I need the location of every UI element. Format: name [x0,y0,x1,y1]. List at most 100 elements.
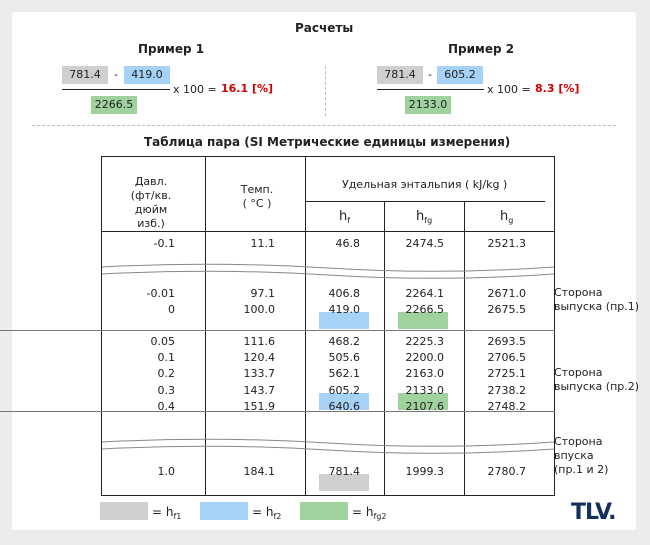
cell-hf: 505.6 [328,351,361,364]
highlight-hf2-ex1 [319,312,369,329]
header-hf: hf [339,209,351,225]
section-divider [32,125,616,126]
highlight-hf2-ex2 [319,393,369,410]
row-separator [0,330,555,331]
highlight-hfg-ex2 [398,393,448,410]
table-row: 0.2 133.7 562.1 2163.0 2725.1 [102,367,554,383]
cell-hg: 2675.5 [487,303,527,316]
legend-swatch-hfg2 [300,502,348,520]
table-row: 1.0 184.1 781.4 1999.3 2780.7 [102,465,554,481]
calculation-card: Расчеты Пример 1 781.4 - 419.0 2266.5 x … [0,12,640,530]
cell-pressure: 0.1 [157,351,176,364]
col-divider [384,201,385,495]
table-row: 0.05 111.6 468.2 2225.3 2693.5 [102,335,554,351]
cell-hf: 468.2 [328,335,361,348]
cell-temp: 97.1 [250,287,276,300]
cell-hg: 2725.1 [487,367,527,380]
example2-times: x 100 = [487,83,531,96]
example1-times: x 100 = [173,83,217,96]
steam-table: Давл. (фт/кв. дюйм изб.) Темп. ( °C ) Уд… [0,156,555,496]
cell-temp: 143.7 [243,384,276,397]
cell-pressure: 0.4 [157,400,176,413]
legend-label-hfg2: = hfg2 [352,505,387,521]
cell-hg: 2748.2 [487,400,527,413]
example1-hf2-box: 419.0 [124,66,170,84]
cell-hf: 562.1 [328,367,361,380]
cell-hf: 781.4 [328,465,361,478]
cell-pressure: 0.3 [157,384,176,397]
cell-hf: 605.2 [328,384,361,397]
page-title: Расчеты [295,21,354,35]
cell-hf: 46.8 [335,237,361,250]
cell-hg: 2738.2 [487,384,527,397]
col-divider [464,201,465,495]
example2-hfg-box: 2133.0 [405,96,451,114]
side-label-inlet: Сторона впуска (пр.1 и 2) [554,435,609,476]
col-divider [205,157,206,495]
cell-pressure: 0.2 [157,367,176,380]
highlight-hf1 [319,474,369,491]
header-hg: hg [500,209,514,225]
cell-hfg: 2133.0 [405,384,445,397]
example2-minus: - [428,68,432,81]
cell-temp: 184.1 [243,465,276,478]
example2-hf2-box: 605.2 [437,66,483,84]
cell-hfg: 2163.0 [405,367,445,380]
cell-hg: 2780.7 [487,465,527,478]
cell-hf: 406.8 [328,287,361,300]
cell-pressure: -0.01 [146,287,175,300]
tlv-logo: TLV. [571,500,617,525]
header-enthalpy: Удельная энтальпия ( kJ/kg ) [342,178,508,191]
cell-hfg: 2107.6 [405,400,445,413]
cell-temp: 133.7 [243,367,276,380]
cell-hg: 2706.5 [487,351,527,364]
cell-temp: 151.9 [243,400,276,413]
cell-temp: 100.0 [243,303,276,316]
table-break-wave [102,263,554,279]
highlight-hfg-ex1 [398,312,448,329]
cell-hf: 419.0 [328,303,361,316]
cell-temp: 120.4 [243,351,276,364]
cell-hfg: 1999.3 [405,465,445,478]
legend-swatch-hf2 [200,502,248,520]
example2-fraction-line [377,89,484,90]
row-separator [0,411,555,412]
cell-hg: 2693.5 [487,335,527,348]
table-row: 0 100.0 419.0 2266.5 2675.5 [102,303,554,319]
cell-pressure: 0 [168,303,175,316]
example1-result: 16.1 [%] [221,82,274,95]
table-row: 0.1 120.4 505.6 2200.0 2706.5 [102,351,554,367]
table-row: 0.4 151.9 640.6 2107.6 2748.2 [102,400,554,416]
cell-pressure: 0.05 [150,335,176,348]
legend-label-hf1: = hf1 [152,505,182,521]
legend-label-hf2: = hf2 [252,505,282,521]
col-divider [305,157,306,495]
cell-hfg: 2200.0 [405,351,445,364]
cell-hf: 640.6 [328,400,361,413]
cell-hfg: 2266.5 [405,303,445,316]
header-line [102,231,554,232]
table-row: -0.1 11.1 46.8 2474.5 2521.3 [102,237,554,253]
examples-divider [325,66,326,116]
cell-hg: 2671.0 [487,287,527,300]
side-label-outlet1: Сторона выпуска (пр.1) [554,286,640,313]
legend-swatch-hf1 [100,502,148,520]
table-row: -0.01 97.1 406.8 2264.1 2671.0 [102,287,554,303]
cell-temp: 11.1 [250,237,276,250]
side-label-outlet2: Сторона выпуска (пр.2) [554,366,640,393]
example2-hf1-box: 781.4 [377,66,423,84]
steam-table-title: Таблица пара (SI Метрические единицы изм… [144,135,511,149]
example1-title: Пример 1 [138,42,205,56]
cell-hfg: 2225.3 [405,335,445,348]
example1-minus: - [114,68,118,81]
header-temp: Темп. ( °C ) [240,183,274,210]
cell-hg: 2521.3 [487,237,527,250]
header-subline [305,201,545,202]
example1-fraction-line [62,89,170,90]
example1-hf1-box: 781.4 [62,66,108,84]
cell-temp: 111.6 [243,335,276,348]
cell-pressure: 1.0 [157,465,176,478]
table-break-wave [102,438,554,454]
header-hfg: hfg [416,209,433,225]
example2-title: Пример 2 [448,42,515,56]
